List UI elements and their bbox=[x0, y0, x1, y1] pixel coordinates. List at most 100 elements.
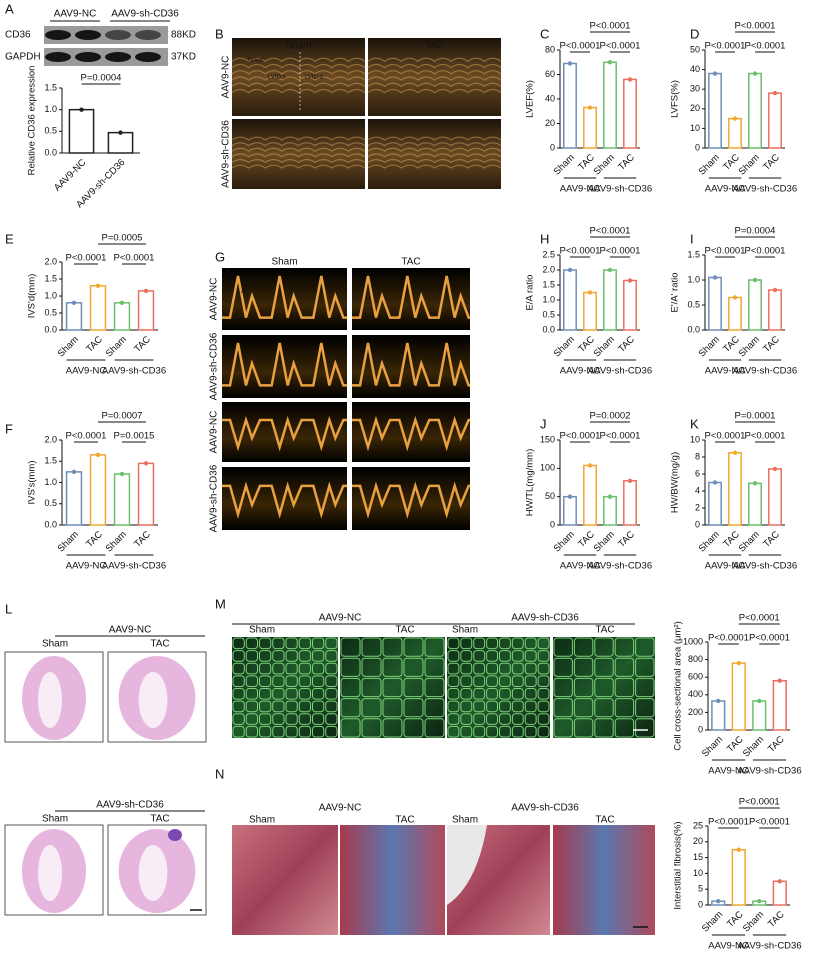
y-tick-label: 1.0 bbox=[687, 274, 700, 284]
y-axis-label: Relative CD36 expression bbox=[27, 66, 38, 176]
cell-outline bbox=[298, 700, 311, 713]
x-tick-label: Sham bbox=[737, 334, 762, 359]
bar-mean-dot bbox=[627, 77, 633, 82]
bar-mean-dot bbox=[627, 478, 633, 483]
bar bbox=[728, 117, 742, 149]
cell-outline bbox=[245, 700, 258, 713]
cell-outline bbox=[272, 637, 285, 650]
y-tick-label: 1.0 bbox=[44, 104, 57, 114]
bar-mean-dot bbox=[607, 267, 613, 273]
cell-outline bbox=[312, 675, 325, 687]
group-label: AAV9-sh-CD36 bbox=[733, 184, 797, 195]
y-tick-label: 50 bbox=[545, 491, 555, 501]
bar bbox=[731, 848, 746, 906]
p-value: P<0.0001 bbox=[749, 633, 790, 644]
y-axis-label: LVEF(%) bbox=[525, 80, 536, 118]
cell-outline bbox=[325, 650, 338, 662]
y-tick-label: 20 bbox=[545, 118, 555, 128]
bar-mean-dot bbox=[777, 678, 782, 683]
cell-outline bbox=[460, 675, 473, 687]
cell-outline bbox=[245, 688, 258, 700]
cell-outline bbox=[259, 700, 272, 713]
cell-outline bbox=[232, 650, 245, 662]
bar bbox=[623, 480, 637, 526]
p-value: P<0.0001 bbox=[560, 246, 601, 257]
cell-outline bbox=[272, 700, 285, 713]
blot-size-label: 37KD bbox=[171, 52, 196, 63]
cell-outline bbox=[473, 637, 486, 650]
x-tick-label: TAC bbox=[84, 529, 105, 550]
echo-trace bbox=[367, 159, 502, 164]
cell-outline bbox=[259, 713, 272, 725]
x-tick-label: Sham bbox=[737, 529, 762, 554]
bar-mean-dot bbox=[752, 71, 758, 76]
bar bbox=[711, 700, 726, 731]
cell-outline bbox=[285, 688, 298, 700]
cell-outline bbox=[298, 713, 311, 725]
cell-outline bbox=[272, 725, 285, 738]
panel-letter: M bbox=[215, 596, 226, 611]
group-label: AAV9-sh-CD36 bbox=[588, 561, 652, 572]
x-tick-label: Sham bbox=[56, 529, 81, 554]
bar bbox=[728, 452, 742, 526]
cell-outline bbox=[594, 677, 614, 698]
cell-outline bbox=[511, 713, 524, 725]
cell-outline bbox=[340, 698, 361, 718]
y-tick-label: 0 bbox=[550, 142, 555, 152]
cell-outline bbox=[460, 650, 473, 662]
cell-outline bbox=[447, 725, 460, 738]
doppler-wave bbox=[352, 415, 470, 452]
cell-outline bbox=[473, 675, 486, 687]
cell-outline bbox=[537, 713, 550, 725]
cell-outline bbox=[486, 713, 498, 725]
cell-outline bbox=[340, 718, 361, 738]
echo-image bbox=[368, 119, 501, 189]
bar-mean-dot bbox=[95, 283, 101, 288]
echo-trace bbox=[231, 147, 366, 152]
bar bbox=[583, 291, 597, 331]
cell-outline bbox=[499, 700, 511, 713]
cell-outline bbox=[447, 713, 460, 725]
x-tick-label: Sham bbox=[697, 152, 722, 177]
bar-mean-dot bbox=[567, 494, 573, 499]
bar-mean-dot bbox=[712, 480, 718, 485]
x-tick-label: Sham bbox=[552, 529, 577, 554]
cell-outline bbox=[424, 698, 445, 718]
tissue-edge bbox=[447, 825, 487, 905]
cell-outline bbox=[524, 700, 537, 713]
bar bbox=[603, 269, 617, 331]
x-tick-label: Sham bbox=[592, 152, 617, 177]
stain-group: AAV9-sh-CD36 bbox=[511, 613, 579, 624]
cell-outline bbox=[232, 675, 245, 687]
bar-mean-dot bbox=[587, 290, 593, 295]
panel-letter: I bbox=[690, 231, 694, 246]
x-tick-label: TAC bbox=[766, 734, 787, 755]
y-tick-label: 0.5 bbox=[44, 498, 57, 508]
stain-column: TAC bbox=[395, 815, 414, 826]
panel-letter: J bbox=[540, 416, 547, 431]
cell-outline bbox=[403, 677, 424, 698]
y-tick-label: 60 bbox=[545, 69, 555, 79]
y-tick-label: 0.5 bbox=[542, 309, 555, 319]
cell-outline bbox=[594, 657, 614, 677]
bar bbox=[623, 279, 637, 331]
bar-mean-dot bbox=[732, 116, 738, 121]
y-tick-label: 0.5 bbox=[44, 307, 57, 317]
y-tick-label: 50 bbox=[690, 44, 700, 54]
echo-trace bbox=[367, 153, 502, 158]
y-tick-label: 8 bbox=[695, 451, 700, 461]
cell-outline bbox=[499, 725, 511, 738]
cell-outline bbox=[511, 700, 524, 713]
x-tick-label: TAC bbox=[132, 334, 153, 355]
echo-trace bbox=[231, 76, 366, 81]
bar-mean-dot bbox=[716, 899, 721, 904]
doppler-wave bbox=[352, 342, 470, 387]
y-tick-label: 0 bbox=[695, 519, 700, 529]
cell-outline bbox=[635, 718, 655, 738]
cell-outline bbox=[245, 650, 258, 662]
bar-mean-dot bbox=[777, 879, 782, 884]
cell-outline bbox=[259, 725, 272, 738]
cell-outline bbox=[259, 675, 272, 687]
x-tick-label: Sham bbox=[741, 909, 766, 934]
bar-mean-dot bbox=[757, 698, 762, 704]
